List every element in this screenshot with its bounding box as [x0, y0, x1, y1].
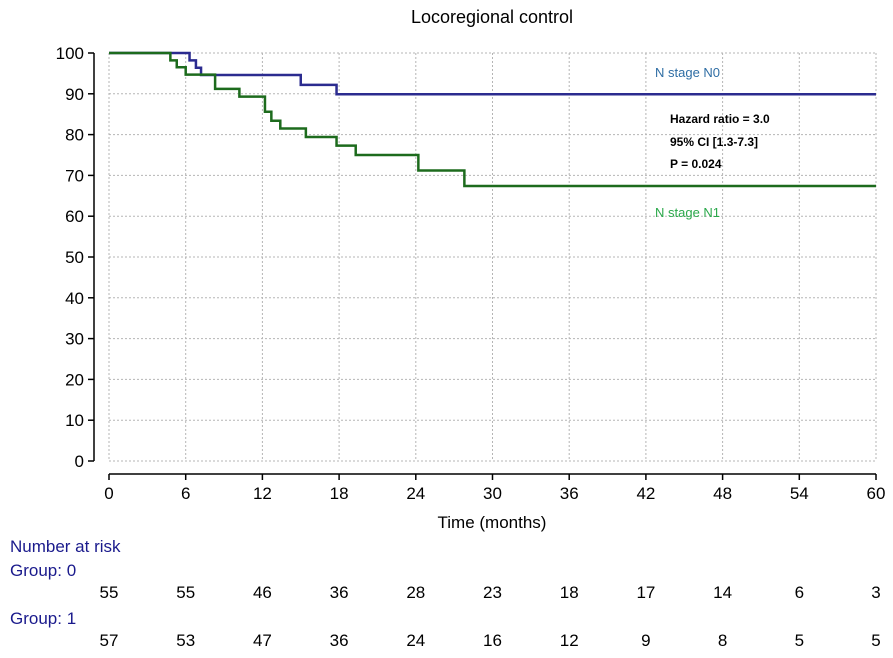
x-tick-label: 30	[483, 484, 502, 503]
y-tick-label: 60	[65, 207, 84, 226]
risk-value-group-0: 46	[253, 583, 272, 602]
y-tick-label: 30	[65, 330, 84, 349]
series-label-n1: N stage N1	[655, 205, 720, 220]
risk-value-group-0: 55	[100, 583, 119, 602]
x-tick-label: 48	[713, 484, 732, 503]
risk-value-group-0: 6	[795, 583, 804, 602]
x-tick-label: 6	[181, 484, 190, 503]
x-tick-label: 60	[867, 484, 886, 503]
risk-value-group-0: 28	[406, 583, 425, 602]
risk-value-group-1: 57	[100, 631, 119, 650]
axes: 0 10 20 30 40 50 60 70 80 90 100 0 6 12 18 24 30 36 42 48 54…	[56, 44, 886, 503]
risk-value-group-0: 36	[330, 583, 349, 602]
x-tick-label: 24	[406, 484, 425, 503]
y-tick-label: 10	[65, 411, 84, 430]
risk-table: 55 55 46 36 28 23 18 17 14 6 357 53 47 36 24 16 12 9 8 5 5	[100, 583, 881, 650]
x-tick-label: 36	[560, 484, 579, 503]
x-tick-label: 54	[790, 484, 809, 503]
risk-value-group-1: 47	[253, 631, 272, 650]
y-tick-label: 70	[65, 166, 84, 185]
risk-value-group-0: 23	[483, 583, 502, 602]
risk-group-0-label: Group: 0	[10, 561, 76, 580]
annotation-p-value: P = 0.024	[670, 157, 722, 171]
y-tick-label: 50	[65, 248, 84, 267]
risk-value-group-0: 55	[176, 583, 195, 602]
y-tick-label: 20	[65, 370, 84, 389]
risk-value-group-0: 18	[560, 583, 579, 602]
x-tick-label: 18	[330, 484, 349, 503]
annotation-hazard-ratio: Hazard ratio = 3.0	[670, 112, 770, 126]
risk-value-group-1: 5	[871, 631, 880, 650]
risk-table-title: Number at risk	[10, 537, 121, 556]
y-tick-label: 40	[65, 289, 84, 308]
risk-value-group-1: 24	[406, 631, 425, 650]
risk-value-group-0: 3	[871, 583, 880, 602]
risk-value-group-1: 8	[718, 631, 727, 650]
risk-group-1-label: Group: 1	[10, 609, 76, 628]
grid-lines	[108, 52, 877, 462]
series-line-n1	[109, 51, 876, 188]
x-tick-label: 42	[636, 484, 655, 503]
risk-value-group-0: 17	[636, 583, 655, 602]
chart-title: Locoregional control	[411, 7, 573, 27]
risk-value-group-1: 5	[795, 631, 804, 650]
x-tick-label: 12	[253, 484, 272, 503]
risk-value-group-0: 14	[713, 583, 732, 602]
risk-value-group-1: 9	[641, 631, 650, 650]
series-group	[109, 51, 876, 188]
series-label-n0: N stage N0	[655, 65, 720, 80]
annotation-ci: 95% CI [1.3-7.3]	[670, 135, 758, 149]
y-tick-label: 80	[65, 126, 84, 145]
risk-value-group-1: 16	[483, 631, 502, 650]
y-tick-label: 0	[75, 452, 84, 471]
risk-value-group-1: 53	[176, 631, 195, 650]
risk-value-group-1: 36	[330, 631, 349, 650]
risk-value-group-1: 12	[560, 631, 579, 650]
x-axis-label: Time (months)	[438, 513, 547, 532]
x-tick-label: 0	[104, 484, 113, 503]
y-tick-label: 90	[65, 85, 84, 104]
y-tick-label: 100	[56, 44, 84, 63]
